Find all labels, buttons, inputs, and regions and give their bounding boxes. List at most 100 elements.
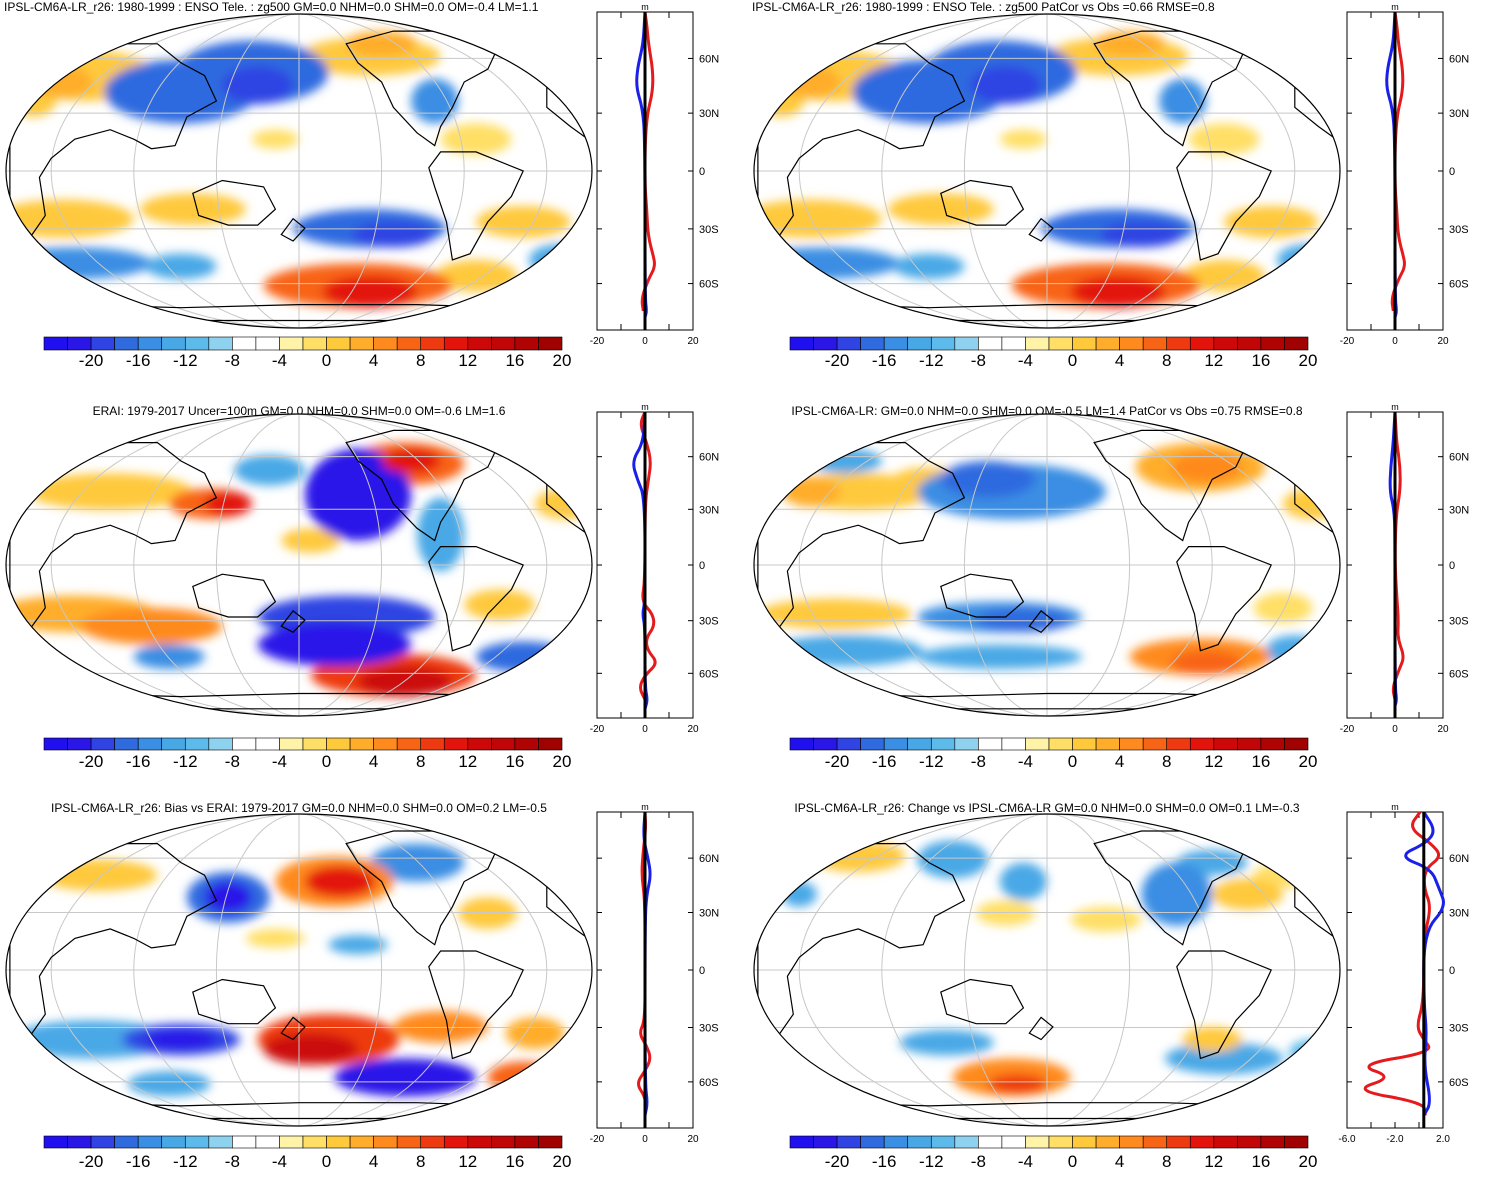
colorbar-label: -8 xyxy=(225,351,240,370)
colorbar-label: -20 xyxy=(825,1152,850,1171)
colorbar-box xyxy=(1025,1135,1050,1149)
anomaly-contour xyxy=(304,865,376,898)
colorbar: -20 -16 -12 -8 -4 0 4 8 12 16 20 xyxy=(789,1135,1317,1171)
coastline xyxy=(192,978,277,1025)
profile-x-label: 0 xyxy=(1392,724,1398,735)
colorbar-box xyxy=(302,737,327,751)
colorbar-label: 0 xyxy=(322,351,331,370)
map-panel xyxy=(5,13,593,329)
anomaly-contour xyxy=(1283,488,1340,520)
profile-lat-label: 60N xyxy=(699,452,719,464)
colorbar-box xyxy=(789,336,814,351)
colorbar-box xyxy=(514,336,539,351)
coastline xyxy=(1028,217,1054,242)
colorbar-box xyxy=(420,1135,445,1149)
colorbar-label: 16 xyxy=(505,752,524,771)
panel-title: IPSL-CM6A-LR_r26: 1980-1999 : ENSO Tele.… xyxy=(752,0,1215,14)
anomaly-contour xyxy=(257,623,412,666)
meridian-line xyxy=(50,14,300,328)
coastline xyxy=(1176,546,1273,652)
profile-x-label: 20 xyxy=(1437,336,1449,347)
coastline xyxy=(428,546,525,652)
colorbar-label: -4 xyxy=(1018,1152,1033,1171)
colorbar-label: 20 xyxy=(1299,752,1318,771)
colorbar-box xyxy=(538,336,563,351)
meridian-line xyxy=(215,414,300,716)
colorbar-label: 16 xyxy=(1251,1152,1270,1171)
anomaly-contour xyxy=(417,497,465,572)
graticule xyxy=(754,414,1340,716)
map-panel xyxy=(753,413,1341,717)
anomaly-contour xyxy=(369,843,465,882)
profile-x-label: 0 xyxy=(642,724,648,735)
anomaly-contour xyxy=(970,66,1042,105)
graticule xyxy=(6,14,592,328)
anomaly-contour xyxy=(505,1017,565,1049)
colorbar-box xyxy=(1142,336,1168,351)
map-border xyxy=(5,13,593,329)
profile-unit: m xyxy=(1391,802,1399,812)
colorbar-box xyxy=(443,336,469,351)
colorbar-box xyxy=(954,1135,979,1149)
colorbar-box xyxy=(1095,737,1120,751)
colorbar-label: -16 xyxy=(872,1152,897,1171)
meridian-line xyxy=(1046,814,1213,1126)
anomaly-field xyxy=(754,814,1340,1126)
anomaly-contour xyxy=(1170,650,1242,676)
anomaly-contour xyxy=(811,448,882,474)
coastline xyxy=(1176,151,1273,261)
colorbar-box xyxy=(860,737,885,751)
anomaly-contour xyxy=(1070,906,1142,933)
meridian-line xyxy=(881,814,1048,1126)
anomaly-contour xyxy=(204,491,252,517)
anomaly-contour xyxy=(1182,1026,1242,1053)
colorbar-box xyxy=(161,1135,186,1149)
colorbar-label: -8 xyxy=(971,351,986,370)
graticule xyxy=(754,14,1340,328)
anomaly-contour xyxy=(1253,592,1313,624)
profile-lat-label: 60N xyxy=(699,853,719,865)
colorbar-box xyxy=(467,1135,492,1149)
meridian-line xyxy=(133,14,300,328)
zonal-profile: m 60N 30N 0 30S 60S -20 0 20 xyxy=(1340,402,1469,735)
meridian-line xyxy=(881,414,1048,716)
colorbar-box xyxy=(1119,737,1144,751)
panel-title: IPSL-CM6A-LR_r26: Bias vs ERAI: 1979-201… xyxy=(51,801,547,815)
colorbar-box xyxy=(255,1135,280,1149)
anomaly-contour xyxy=(328,935,388,955)
profile-x-label: -2.0 xyxy=(1386,1134,1404,1145)
colorbar-box xyxy=(930,737,956,751)
profile-unit: m xyxy=(641,802,649,812)
anomaly-contour xyxy=(535,488,592,520)
colorbar-box xyxy=(1001,737,1026,751)
colorbar-label: -4 xyxy=(272,1152,287,1171)
meridian-line xyxy=(50,414,300,716)
colorbar-box xyxy=(1001,336,1026,351)
colorbar-box xyxy=(137,737,163,751)
anomaly-contour xyxy=(234,454,305,486)
colorbar-label: -16 xyxy=(126,752,151,771)
profile-lat-label: 60S xyxy=(699,279,719,291)
colorbar-box xyxy=(1119,1135,1144,1149)
colorbar-box xyxy=(1213,737,1238,751)
colorbar-box xyxy=(90,737,115,751)
zonal-profile: m 60N 30N 0 30S 60S -20 0 20 xyxy=(590,402,719,735)
colorbar-box xyxy=(954,336,979,351)
profile-lat-label: 30N xyxy=(699,108,719,120)
anomaly-contour xyxy=(204,881,252,914)
anomaly-field xyxy=(754,414,1340,716)
colorbar-box xyxy=(443,737,469,751)
colorbar-label: 12 xyxy=(458,752,477,771)
map-panel xyxy=(753,813,1341,1127)
colorbar-box xyxy=(467,737,492,751)
colorbar-box xyxy=(907,1135,932,1149)
colorbar-box xyxy=(1237,336,1262,351)
colorbar-label: 8 xyxy=(1162,351,1171,370)
colorbar-label: 4 xyxy=(1115,1152,1124,1171)
anomaly-contour xyxy=(411,78,459,124)
colorbar-box xyxy=(1213,336,1238,351)
anomaly-contour xyxy=(346,31,417,57)
anomaly-contour xyxy=(1188,123,1260,156)
colorbar-box xyxy=(1213,1135,1238,1149)
meridian-line xyxy=(298,14,548,328)
